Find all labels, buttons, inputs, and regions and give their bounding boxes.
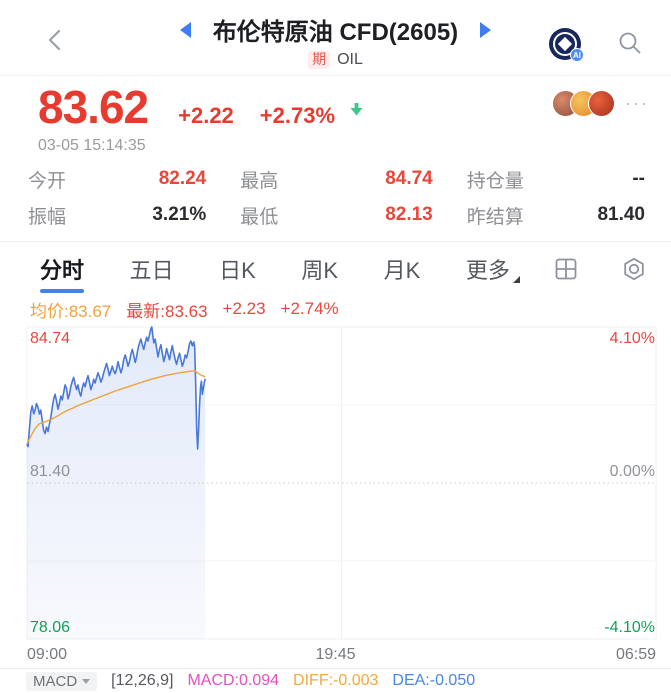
next-instrument-arrow[interactable]	[480, 21, 492, 38]
latest-change-label: +2.23	[222, 299, 266, 318]
stat-value: 82.13	[385, 204, 433, 225]
title-block: 布伦特原油 CFD(2605) 期 OIL	[0, 12, 671, 69]
y-label-high-right: 4.10%	[609, 330, 655, 347]
futures-badge: 期	[308, 51, 331, 69]
macd-params: [12,26,9]	[111, 672, 174, 689]
avg-price-label: 均价:83.67	[30, 301, 112, 321]
stat-持仓量: 持仓量 --	[467, 161, 645, 197]
tabbar-divider	[0, 241, 671, 242]
back-button[interactable]	[42, 26, 70, 54]
indicator-bar: MACD [12,26,9] MACD:0.094 DIFF:-0.003 DEA:…	[0, 668, 671, 693]
y-label-prevclose-right: 0.00%	[609, 463, 655, 480]
tab-月K[interactable]: 月K	[383, 258, 421, 283]
more-corner-mark	[512, 276, 520, 283]
ai-icon-ring	[553, 32, 577, 56]
indicator-value: DIFF:-0.003	[293, 672, 379, 689]
stat-value: 84.74	[385, 168, 433, 189]
chart-legend: 均价:83.67 最新:83.63 +2.23 +2.74%	[0, 296, 671, 322]
header: 布伦特原油 CFD(2605) 期 OIL AI	[0, 0, 671, 76]
reaction-emoji-3[interactable]	[588, 90, 616, 117]
tab-周K[interactable]: 周K	[301, 258, 339, 283]
market-label: OIL	[337, 51, 363, 68]
stats-grid: 今开 82.24 最高 84.74 持仓量 -- 振幅 3.21% 最低 82.13 昨结算 81.4…	[0, 155, 671, 237]
macd-selector[interactable]: MACD	[26, 671, 98, 691]
price-change-percent: +2.73%	[259, 103, 336, 128]
y-label-low-right: -4.10%	[604, 619, 655, 636]
settings-gear-icon[interactable]	[621, 256, 647, 282]
stat-振幅: 振幅 3.21%	[28, 197, 206, 233]
stat-label: 最低	[240, 206, 279, 228]
latest-percent-label: +2.74%	[280, 299, 339, 318]
y-label-high-left: 84.74	[30, 330, 71, 347]
stat-value: 81.40	[597, 204, 645, 225]
stat-value: 82.24	[158, 168, 207, 189]
avg-line	[26, 370, 206, 445]
ai-assistant-icon[interactable]: AI	[549, 28, 584, 62]
stat-label: 昨结算	[466, 206, 524, 228]
stat-今开: 今开 82.24	[28, 161, 206, 197]
ai-badge: AI	[570, 48, 584, 62]
grid-layout-icon[interactable]	[553, 256, 579, 282]
stat-最高: 最高 84.74	[240, 161, 433, 197]
reactions-group: ···	[552, 90, 649, 117]
intraday-chart[interactable]: 84.74 4.10% 81.40 0.00% 78.06 -4.10% 09:00 19:4…	[0, 322, 671, 668]
last-price: 83.62	[38, 81, 149, 133]
tab-五日[interactable]: 五日	[129, 258, 174, 283]
stat-label: 今开	[28, 170, 67, 192]
more-button[interactable]: ···	[625, 93, 649, 113]
instrument-title: 布伦特原油 CFD(2605)	[212, 19, 459, 46]
stat-value: 3.21%	[152, 204, 207, 225]
tab-分时[interactable]: 分时	[38, 243, 86, 295]
x-label-open: 09:00	[27, 646, 68, 663]
price-change: +2.22	[178, 103, 234, 128]
quote-timestamp: 03-05 15:14:35	[38, 137, 146, 154]
prev-instrument-arrow[interactable]	[179, 21, 191, 38]
macd-selector-label: MACD	[33, 672, 78, 690]
stat-最低: 最低 82.13	[240, 197, 433, 233]
stat-昨结算: 昨结算 81.40	[467, 197, 645, 233]
tab-更多[interactable]: 更多	[464, 243, 520, 295]
indicator-value: DEA:-0.050	[392, 672, 476, 689]
latest-price-label: 最新:83.63	[126, 301, 208, 321]
chevron-down-icon	[82, 678, 91, 684]
stat-label: 振幅	[28, 206, 67, 228]
search-icon[interactable]	[617, 30, 643, 56]
quote-section: 83.62 +2.22 +2.73% 03-05 15:14:35 ···	[0, 76, 671, 155]
y-label-low-left: 78.06	[30, 619, 71, 636]
chevron-left-icon	[48, 29, 61, 51]
tick-down-arrow-icon	[349, 102, 364, 122]
stat-label: 持仓量	[466, 170, 524, 192]
indicator-value: MACD:0.094	[187, 672, 280, 689]
stat-label: 最高	[240, 170, 279, 192]
y-label-prevclose-left: 81.40	[30, 463, 71, 480]
x-label-mid: 19:45	[315, 646, 356, 663]
x-label-close: 06:59	[615, 646, 656, 663]
chart-period-tabbar: 分时 五日 日K 周K 月K 更多	[0, 242, 671, 296]
stat-value: --	[632, 168, 645, 189]
price-line	[26, 326, 206, 450]
tab-日K[interactable]: 日K	[219, 258, 256, 283]
chart-canvas	[26, 326, 657, 640]
